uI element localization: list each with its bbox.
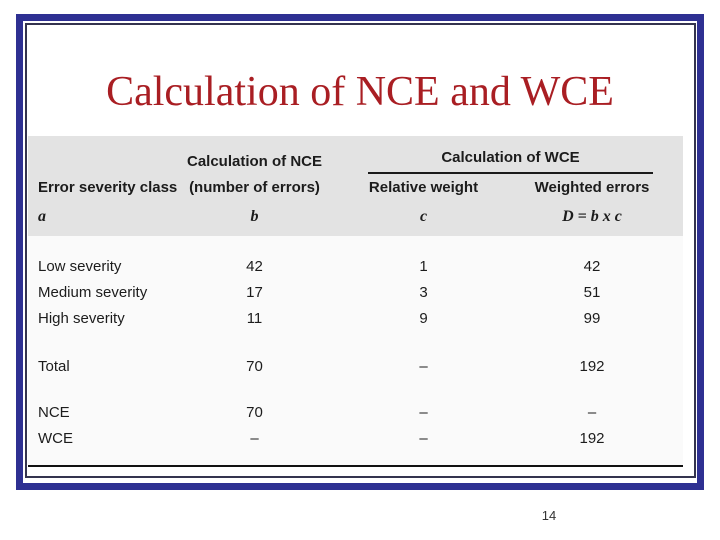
value-c: 1 <box>419 258 428 275</box>
value-c: – <box>419 430 428 447</box>
value-b: 42 <box>246 258 263 275</box>
value-b: 11 <box>246 310 263 327</box>
value-d: – <box>587 404 597 421</box>
nce-group-title: Calculation of NCE <box>179 136 330 174</box>
table-row-high-severity: High severity 11 9 99 <box>28 306 683 332</box>
value-c: 3 <box>419 284 428 301</box>
slide-border-frame <box>16 14 704 490</box>
column-symbol-row: a b c D = b x c <box>28 202 683 236</box>
col-b-symbol: b <box>179 202 330 236</box>
column-title-row: Error severity class (number of errors) … <box>28 174 683 202</box>
table-row-wce: WCE – – 192 <box>28 426 683 466</box>
nce-label: NCE <box>38 404 70 421</box>
table-row-total: Total 70 – 192 <box>28 332 683 380</box>
value-d: 192 <box>579 358 605 375</box>
calculation-table: Calculation of NCE Calculation of WCE Er… <box>28 136 683 467</box>
value-d: 51 <box>583 284 601 301</box>
value-c: – <box>419 358 428 375</box>
wce-label: WCE <box>38 430 73 447</box>
slide-inner-border <box>25 23 696 478</box>
severity-label: Medium severity <box>38 284 148 301</box>
value-b: 70 <box>246 358 263 375</box>
table-body: Low severity 42 1 42 Medium severity 17 … <box>28 236 683 466</box>
group-header-row: Calculation of NCE Calculation of WCE <box>28 136 683 174</box>
wce-group-cell: Calculation of WCE <box>330 136 683 174</box>
value-d: 99 <box>583 310 601 327</box>
value-b: – <box>250 430 259 447</box>
col-d-title: Weighted errors <box>517 174 683 202</box>
value-d: 42 <box>583 258 601 275</box>
value-b: 70 <box>246 404 263 421</box>
severity-label: Low severity <box>38 258 122 275</box>
col-d-symbol: D = b x c <box>517 202 683 236</box>
page-number: 14 <box>541 508 557 523</box>
value-d: 192 <box>579 430 605 447</box>
table-row-nce: NCE 70 – – <box>28 380 683 426</box>
total-label: Total <box>38 358 70 375</box>
slide-title: Calculation of NCE and WCE <box>106 69 614 115</box>
table-header: Calculation of NCE Calculation of WCE Er… <box>28 136 683 236</box>
table-row-medium-severity: Medium severity 17 3 51 <box>28 280 683 306</box>
value-c: 9 <box>419 310 428 327</box>
empty-header-cell <box>28 136 179 174</box>
col-a-title: Error severity class <box>28 174 179 202</box>
severity-label: High severity <box>38 310 125 327</box>
col-c-title: Relative weight <box>330 174 517 202</box>
col-a-symbol: a <box>28 202 179 236</box>
value-c: – <box>419 404 428 421</box>
wce-group-title: Calculation of WCE <box>368 146 653 174</box>
col-b-title: (number of errors) <box>179 174 330 202</box>
value-b: 17 <box>246 284 263 301</box>
table-row-low-severity: Low severity 42 1 42 <box>28 236 683 280</box>
col-c-symbol: c <box>330 202 517 236</box>
